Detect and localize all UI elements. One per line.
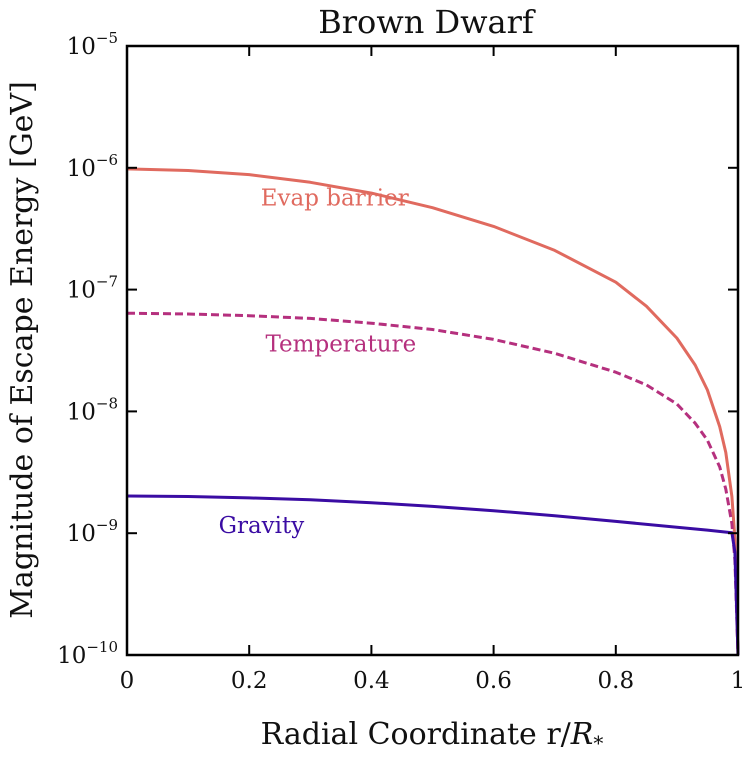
series-label-evap-barrier: Evap barrier bbox=[261, 186, 409, 212]
x-tick-label: 0.4 bbox=[353, 668, 390, 694]
x-tick-label: 0 bbox=[120, 668, 135, 694]
series-label-temperature: Temperature bbox=[266, 332, 417, 358]
x-tick-label: 1 bbox=[731, 668, 746, 694]
plot-area bbox=[125, 44, 740, 657]
y-tick-label: 10−6 bbox=[67, 151, 118, 182]
y-tick-label: 10−9 bbox=[67, 516, 118, 547]
x-tick-label: 0.2 bbox=[231, 668, 268, 694]
x-tick-label: 0.8 bbox=[598, 668, 635, 694]
series-layer bbox=[126, 167, 740, 656]
y-tick-label: 10−7 bbox=[67, 273, 118, 304]
y-tick-label: 10−8 bbox=[67, 394, 118, 425]
x-axis-title: Radial Coordinate r/R* bbox=[261, 717, 604, 755]
x-tick-label: 0.6 bbox=[475, 668, 512, 694]
tick-layer bbox=[126, 45, 739, 656]
series-line-evap-barrier bbox=[126, 167, 740, 656]
chart-title: Brown Dwarf bbox=[318, 3, 536, 41]
series-line-gravity bbox=[126, 494, 740, 656]
y-tick-label: 10−5 bbox=[67, 29, 118, 60]
series-line-temperature bbox=[126, 311, 740, 656]
x-tick-labels: 0 0.2 0.4 0.6 0.8 1 bbox=[120, 668, 746, 694]
series-labels: Evap barrier Temperature Gravity bbox=[219, 186, 417, 540]
y-axis-title: Magnitude of Escape Energy [GeV] bbox=[5, 81, 40, 619]
series-label-gravity: Gravity bbox=[219, 513, 305, 539]
y-tick-labels: 10−10 10−9 10−8 10−7 10−6 10−5 bbox=[57, 29, 118, 669]
plot-frame bbox=[125, 44, 740, 657]
y-tick-label: 10−10 bbox=[57, 638, 118, 669]
